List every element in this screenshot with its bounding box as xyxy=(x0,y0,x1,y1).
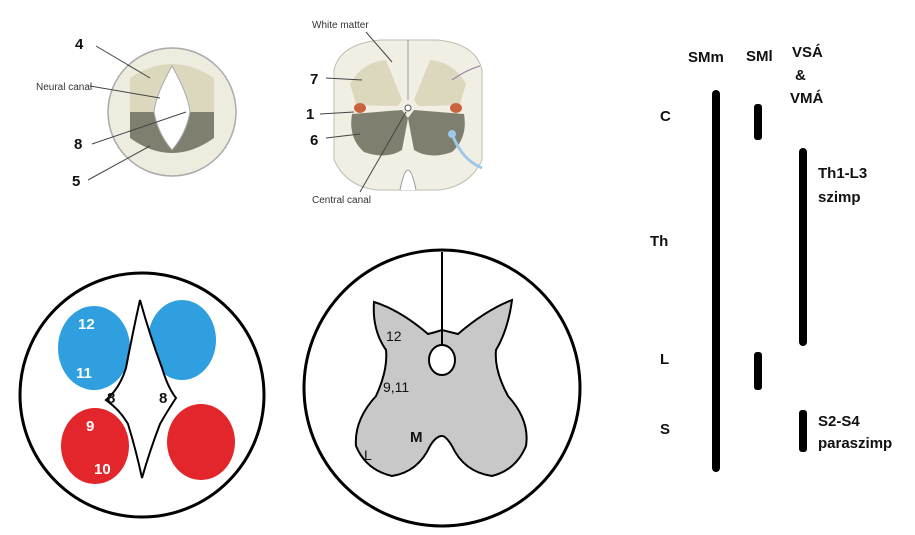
label-white-matter: White matter xyxy=(312,20,369,31)
header-amp: & xyxy=(795,67,806,84)
leader-line-neural-canal xyxy=(89,85,161,99)
leader-line-1 xyxy=(319,111,355,115)
ventral-horn-left xyxy=(351,110,408,156)
label-8-left: 8 xyxy=(107,390,115,407)
dorsal-horn-right xyxy=(414,60,466,106)
header-vma: VMÁ xyxy=(790,90,824,107)
header-sml: SMl xyxy=(746,48,773,65)
label-1: 1 xyxy=(306,106,314,123)
label-4: 4 xyxy=(75,36,84,53)
bar-sympathetic xyxy=(799,148,807,346)
label-5: 5 xyxy=(72,173,80,190)
segment-th: Th xyxy=(650,233,668,250)
anterior-median-fissure xyxy=(399,169,417,191)
bar-smm xyxy=(712,90,720,472)
leader-line-8 xyxy=(91,111,187,145)
segment-chart-panel: SMm SMl VSÁ & VMÁ C Th L S Th1-L3 szimp … xyxy=(650,44,892,472)
label-8: 8 xyxy=(74,136,82,153)
bar-sml-lumbar xyxy=(754,352,762,390)
label-7: 7 xyxy=(310,71,318,88)
label-l: L xyxy=(364,447,372,463)
label-8-right: 8 xyxy=(159,390,167,407)
leader-line-white-matter xyxy=(365,31,393,63)
leader-line-5 xyxy=(87,145,151,181)
header-vsa: VSÁ xyxy=(792,44,823,61)
label-9-11-gray: 9,11 xyxy=(383,379,409,395)
lateral-horn-left xyxy=(354,103,366,113)
label-m: M xyxy=(410,429,423,446)
label-9-red: 9 xyxy=(86,418,94,435)
note-th1-l3: Th1-L3 xyxy=(818,165,867,182)
gray-matter-butterfly xyxy=(354,298,528,478)
central-canal-circle xyxy=(428,344,456,376)
ventral-horn-right xyxy=(408,110,465,156)
header-smm: SMm xyxy=(688,49,724,66)
ventral-root xyxy=(450,133,483,170)
leader-line-7 xyxy=(325,77,363,81)
label-6: 6 xyxy=(310,132,318,149)
central-canal xyxy=(404,104,412,112)
leader-line-4 xyxy=(95,45,151,79)
label-central-canal: Central canal xyxy=(312,195,371,206)
bar-sml-cervical xyxy=(754,104,762,140)
motor-column-left xyxy=(61,408,129,484)
dorsal-horn-left xyxy=(350,60,402,106)
label-12-blue: 12 xyxy=(78,316,95,333)
bar-parasympathetic xyxy=(799,410,807,452)
dorsal-root xyxy=(451,65,481,81)
central-canal-shape xyxy=(104,299,178,479)
neural-tube-panel: 4 Neural canal 8 5 xyxy=(36,36,237,190)
label-10-red: 10 xyxy=(94,461,111,478)
sensory-column-right xyxy=(148,300,216,380)
label-12-gray: 12 xyxy=(386,328,402,344)
segment-l: L xyxy=(660,351,669,368)
motor-column-right xyxy=(167,404,235,480)
note-paraszimp: paraszimp xyxy=(818,435,892,452)
segment-c: C xyxy=(660,108,671,125)
motor-neuron xyxy=(448,130,456,138)
gray-matter-panel: 12 9,11 M L xyxy=(302,248,582,528)
functional-columns-panel: 12 11 8 8 9 10 xyxy=(18,271,266,519)
sensory-column-left xyxy=(58,306,130,390)
neural-canal xyxy=(153,64,191,151)
note-szimp: szimp xyxy=(818,189,861,206)
segment-s: S xyxy=(660,421,670,438)
label-neural-canal: Neural canal xyxy=(36,82,92,93)
lateral-horn-right xyxy=(450,103,462,113)
leader-line-6 xyxy=(325,133,361,139)
label-11-blue: 11 xyxy=(76,365,92,382)
note-s2-s4: S2-S4 xyxy=(818,413,860,430)
spinal-cord-section-panel: White matter 7 1 6 Central canal xyxy=(306,20,483,206)
leader-line-central-canal xyxy=(359,111,407,193)
